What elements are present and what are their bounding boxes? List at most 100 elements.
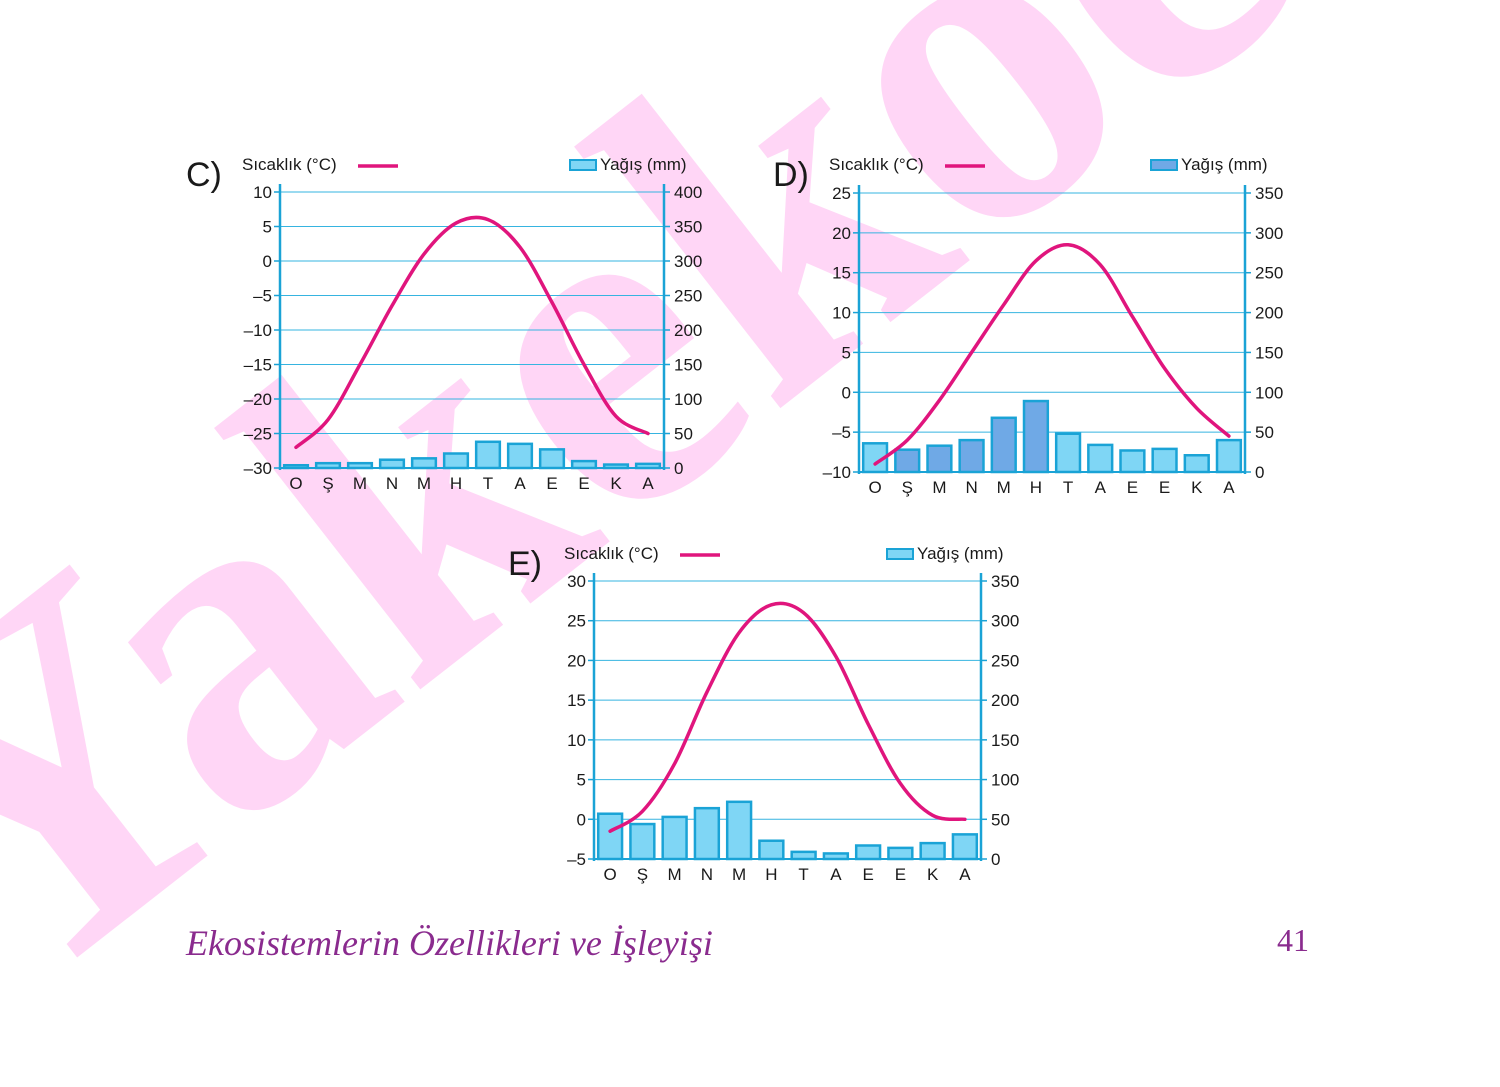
temperature-point-5 bbox=[738, 631, 740, 634]
temperature-legend-label: Sıcaklık (°C) bbox=[242, 155, 337, 174]
month-label-5: M bbox=[417, 474, 431, 493]
temperature-point-12 bbox=[1228, 435, 1230, 437]
right-tick-label: 150 bbox=[1255, 343, 1283, 362]
temperature-point-3 bbox=[359, 363, 361, 366]
month-label-10: E bbox=[578, 474, 589, 493]
month-label-1: O bbox=[868, 478, 881, 497]
precipitation-legend-label: Yağış (mm) bbox=[1181, 155, 1268, 174]
temperature-point-1 bbox=[295, 446, 297, 449]
right-tick-label: 50 bbox=[991, 810, 1010, 829]
left-tick-label: –20 bbox=[244, 390, 272, 409]
precipitation-bar-3 bbox=[926, 444, 953, 474]
month-label-11: K bbox=[610, 474, 622, 493]
right-tick-label: 0 bbox=[674, 459, 683, 478]
temperature-point-8 bbox=[835, 655, 837, 658]
month-label-8: A bbox=[514, 474, 526, 493]
right-tick-label: 400 bbox=[674, 183, 702, 202]
right-tick-label: 0 bbox=[991, 850, 1000, 869]
footer-title: Ekosistemlerin Özellikleri ve İşleyişi bbox=[186, 923, 713, 963]
month-label-10: E bbox=[1159, 478, 1170, 497]
month-label-8: A bbox=[1095, 478, 1107, 497]
left-tick-label: –5 bbox=[832, 423, 851, 442]
month-label-6: H bbox=[450, 474, 462, 493]
left-tick-label: 5 bbox=[263, 218, 272, 237]
left-tick-label: 30 bbox=[567, 572, 586, 591]
temperature-point-6 bbox=[455, 222, 457, 224]
precipitation-bar-12 bbox=[1215, 438, 1243, 474]
left-tick-label: 0 bbox=[577, 810, 586, 829]
temperature-point-12 bbox=[647, 432, 649, 435]
precipitation-bar-8 bbox=[1087, 443, 1114, 474]
precipitation-bar-5 bbox=[990, 416, 1017, 474]
precipitation-bar-7 bbox=[474, 440, 502, 470]
temperature-point-10 bbox=[583, 363, 585, 366]
temperature-point-7 bbox=[487, 218, 489, 221]
precipitation-bar-2 bbox=[629, 822, 656, 861]
climate-chart-d: 25 20 15 10 5 0 –5 –10 350 300 250 200 150 100 50 0 O Ş M N… bbox=[773, 152, 1303, 497]
precipitation-bar-12 bbox=[951, 833, 979, 861]
precipitation-bar-9 bbox=[854, 844, 882, 861]
month-label-12: A bbox=[959, 865, 971, 884]
month-label-5: M bbox=[732, 865, 746, 884]
temperature-point-4 bbox=[391, 305, 393, 307]
right-tick-label: 150 bbox=[991, 731, 1019, 750]
precipitation-bar-7 bbox=[790, 850, 817, 861]
temperature-point-11 bbox=[1195, 407, 1198, 410]
right-tick-label: 300 bbox=[991, 612, 1019, 631]
panel-label-e: E) bbox=[508, 545, 542, 583]
left-tick-label: –5 bbox=[567, 850, 586, 869]
temperature-point-6 bbox=[1035, 259, 1037, 262]
panel-label-d: D) bbox=[773, 156, 809, 194]
precipitation-bar-10 bbox=[570, 459, 598, 470]
temperature-point-4 bbox=[706, 691, 708, 693]
left-tick-label: –30 bbox=[244, 459, 272, 478]
precipitation-bar-4 bbox=[693, 806, 721, 861]
temperature-point-5 bbox=[423, 253, 425, 255]
month-label-4: N bbox=[386, 474, 398, 493]
month-label-11: K bbox=[927, 865, 939, 884]
month-label-5: M bbox=[997, 478, 1011, 497]
precipitation-legend-swatch bbox=[569, 159, 597, 171]
left-tick-label: 10 bbox=[832, 304, 851, 323]
month-label-8: A bbox=[830, 865, 842, 884]
left-tick-label: 5 bbox=[842, 343, 851, 362]
precipitation-bar-5 bbox=[725, 800, 753, 861]
month-label-9: E bbox=[546, 474, 557, 493]
precipitation-bar-2 bbox=[894, 448, 921, 474]
temperature-point-10 bbox=[899, 782, 902, 785]
month-label-2: Ş bbox=[637, 865, 648, 884]
precipitation-bar-6 bbox=[1022, 399, 1050, 474]
temperature-point-2 bbox=[641, 810, 644, 813]
precipitation-bar-4 bbox=[378, 458, 406, 470]
precipitation-bar-10 bbox=[1151, 447, 1178, 474]
climate-chart-e: 30 25 20 15 10 5 0 –5 350 300 250 200 150 100 50 0 O Ş M N M… bbox=[508, 541, 1038, 886]
temperature-point-1 bbox=[874, 463, 876, 465]
left-tick-label: 20 bbox=[832, 224, 851, 243]
left-tick-label: –10 bbox=[823, 463, 851, 482]
precipitation-bar-9 bbox=[538, 448, 566, 470]
temperature-point-1 bbox=[609, 830, 611, 832]
left-tick-label: –25 bbox=[244, 425, 272, 444]
month-label-12: A bbox=[1223, 478, 1235, 497]
right-tick-label: 200 bbox=[674, 321, 702, 340]
precipitation-legend-swatch bbox=[886, 548, 914, 560]
temperature-point-4 bbox=[970, 351, 973, 354]
right-tick-label: 200 bbox=[991, 691, 1019, 710]
month-label-7: T bbox=[798, 865, 808, 884]
temperature-point-5 bbox=[1002, 303, 1005, 306]
temperature-point-9 bbox=[1131, 315, 1134, 318]
right-tick-label: 250 bbox=[991, 651, 1019, 670]
temperature-point-10 bbox=[1163, 367, 1166, 370]
right-tick-label: 200 bbox=[1255, 304, 1283, 323]
precipitation-bar-8 bbox=[506, 442, 534, 470]
temperature-legend-label: Sıcaklık (°C) bbox=[564, 544, 659, 563]
temperature-point-3 bbox=[673, 762, 676, 765]
right-tick-label: 100 bbox=[674, 390, 702, 409]
temperature-point-7 bbox=[1067, 244, 1069, 246]
left-tick-label: 15 bbox=[567, 691, 586, 710]
left-tick-label: 10 bbox=[253, 183, 272, 202]
left-tick-label: 0 bbox=[842, 383, 851, 402]
month-label-1: O bbox=[289, 474, 302, 493]
